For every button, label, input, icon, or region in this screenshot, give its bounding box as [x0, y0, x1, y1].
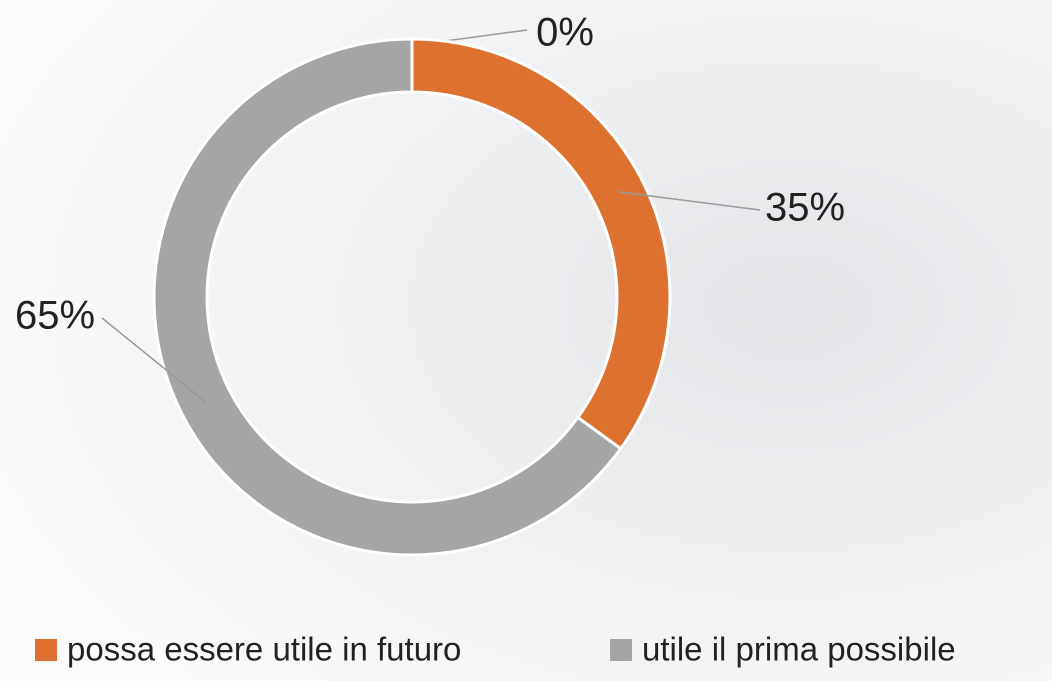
plot: 0% 35% 65% possa essere utile in futuro util… [15, 11, 956, 668]
leader-line [101, 317, 207, 403]
legend-swatch [610, 639, 632, 661]
data-label: 65% [15, 294, 95, 338]
donut-slice [410, 37, 672, 451]
donut-slice [152, 37, 623, 557]
data-label: 0% [536, 11, 594, 55]
data-label: 35% [765, 186, 845, 230]
legend-label: utile il prima possibile [642, 631, 956, 668]
legend-label: possa essere utile in futuro [67, 631, 461, 668]
leader-line [618, 191, 761, 211]
legend-swatch [35, 639, 57, 661]
